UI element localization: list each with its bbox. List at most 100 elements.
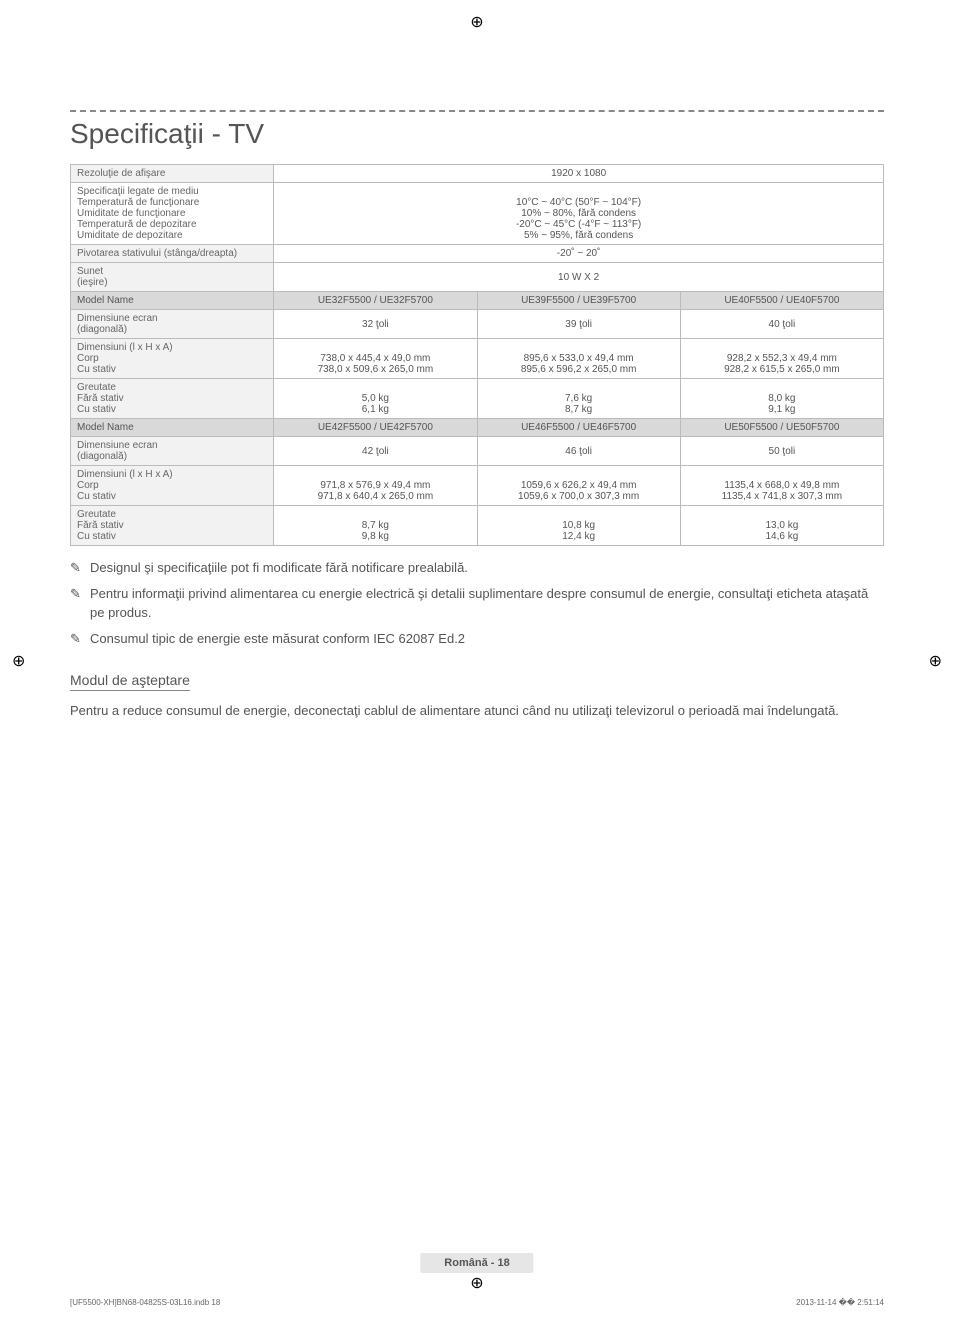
env-op-temp-value: 10°C ~ 40°C (50°F ~ 104°F)	[280, 197, 877, 208]
table-row: Dimensiune ecran (diagonală) 32 ţoli 39 …	[71, 310, 884, 339]
cell-value: -20˚ ~ 20˚	[274, 245, 884, 263]
note-text: Designul şi specificaţiile pot fi modifi…	[90, 558, 884, 578]
cell-value: UE42F5500 / UE42F5700	[274, 419, 477, 437]
page: ⊕ ⊕ ⊕ ⊕ Specificaţii - TV Rezoluţie de a…	[0, 0, 954, 1321]
standby-title: Modul de aşteptare	[70, 672, 190, 691]
note-item: ✎ Designul şi specificaţiile pot fi modi…	[70, 558, 884, 578]
crop-mark-icon: ⊕	[470, 1273, 483, 1293]
cell-value: 928,2 x 552,3 x 49,4 mm 928,2 x 615,5 x …	[680, 339, 883, 379]
screen-label1: Dimensiune ecran	[77, 313, 267, 324]
table-row: Greutate Fără stativ Cu stativ 5,0 kg 6,…	[71, 379, 884, 419]
note-icon: ✎	[70, 584, 90, 623]
page-number-badge: Română - 18	[420, 1253, 533, 1273]
body-label: Corp	[77, 480, 267, 491]
ws-2: 14,6 kg	[687, 531, 877, 542]
cell-value: 1135,4 x 668,0 x 49,8 mm 1135,4 x 741,8 …	[680, 466, 883, 506]
body-1: 1059,6 x 626,2 x 49,4 mm	[484, 480, 674, 491]
wns-0: 8,7 kg	[280, 520, 470, 531]
table-row: Greutate Fără stativ Cu stativ 8,7 kg 9,…	[71, 506, 884, 546]
cell-value: 13,0 kg 14,6 kg	[680, 506, 883, 546]
table-row: Dimensiune ecran (diagonală) 42 ţoli 46 …	[71, 437, 884, 466]
wstand-label: Cu stativ	[77, 531, 267, 542]
note-item: ✎ Pentru informaţii privind alimentarea …	[70, 584, 884, 623]
crop-mark-icon: ⊕	[12, 651, 25, 671]
cell-value: 738,0 x 445,4 x 49,0 mm 738,0 x 509,6 x …	[274, 339, 477, 379]
env-op-humid-label: Umiditate de funcţionare	[77, 208, 267, 219]
table-row: Dimensiuni (l x H x A) Corp Cu stativ 73…	[71, 339, 884, 379]
cell-label: Rezoluţie de afişare	[71, 165, 274, 183]
screen-label2: (diagonală)	[77, 451, 267, 462]
title-separator	[70, 110, 884, 114]
ws-1: 12,4 kg	[484, 531, 674, 542]
table-row: Sunet (ieşire) 10 W X 2	[71, 263, 884, 292]
cell-value: 971,8 x 576,9 x 49,4 mm 971,8 x 640,4 x …	[274, 466, 477, 506]
body-label: Corp	[77, 353, 267, 364]
ws-0: 6,1 kg	[280, 404, 470, 415]
env-op-temp-label: Temperatură de funcţionare	[77, 197, 267, 208]
cell-value: 1920 x 1080	[274, 165, 884, 183]
note-icon: ✎	[70, 558, 90, 578]
cell-value: 42 ţoli	[274, 437, 477, 466]
cell-label: Pivotarea stativului (stânga/dreapta)	[71, 245, 274, 263]
cell-value: 5,0 kg 6,1 kg	[274, 379, 477, 419]
note-icon: ✎	[70, 629, 90, 649]
dim-label: Dimensiuni (l x H x A)	[77, 342, 267, 353]
cell-label: Dimensiuni (l x H x A) Corp Cu stativ	[71, 339, 274, 379]
body-0: 738,0 x 445,4 x 49,0 mm	[280, 353, 470, 364]
cell-value: UE40F5500 / UE40F5700	[680, 292, 883, 310]
cell-value: 10,8 kg 12,4 kg	[477, 506, 680, 546]
stand-0: 971,8 x 640,4 x 265,0 mm	[280, 491, 470, 502]
env-header: Specificaţii legate de mediu	[77, 186, 267, 197]
cell-label: Model Name	[71, 292, 274, 310]
cell-label: Sunet (ieşire)	[71, 263, 274, 292]
wns-2: 13,0 kg	[687, 520, 877, 531]
ws-1: 8,7 kg	[484, 404, 674, 415]
cell-label: Model Name	[71, 419, 274, 437]
cell-value: UE46F5500 / UE46F5700	[477, 419, 680, 437]
nostand-label: Fără stativ	[77, 393, 267, 404]
body-0: 971,8 x 576,9 x 49,4 mm	[280, 480, 470, 491]
screen-label2: (diagonală)	[77, 324, 267, 335]
weight-label: Greutate	[77, 509, 267, 520]
page-title: Specificaţii - TV	[70, 118, 884, 150]
print-info-right: 2013-11-14 �� 2:51:14	[796, 1298, 884, 1307]
cell-label: Dimensiune ecran (diagonală)	[71, 310, 274, 339]
stand-2: 1135,4 x 741,8 x 307,3 mm	[687, 491, 877, 502]
cell-value: UE32F5500 / UE32F5700	[274, 292, 477, 310]
stand-2: 928,2 x 615,5 x 265,0 mm	[687, 364, 877, 375]
cell-value: 8,7 kg 9,8 kg	[274, 506, 477, 546]
cell-value: 895,6 x 533,0 x 49,4 mm 895,6 x 596,2 x …	[477, 339, 680, 379]
cell-value: 39 ţoli	[477, 310, 680, 339]
wstand-label: Cu stativ	[77, 404, 267, 415]
cell-value: 46 ţoli	[477, 437, 680, 466]
env-st-humid-value: 5% ~ 95%, fără condens	[280, 230, 877, 241]
env-op-humid-value: 10% ~ 80%, fără condens	[280, 208, 877, 219]
cell-value: 8,0 kg 9,1 kg	[680, 379, 883, 419]
cell-value: 1059,6 x 626,2 x 49,4 mm 1059,6 x 700,0 …	[477, 466, 680, 506]
stand-label: Cu stativ	[77, 491, 267, 502]
env-st-temp-label: Temperatură de depozitare	[77, 219, 267, 230]
table-row: Dimensiuni (l x H x A) Corp Cu stativ 97…	[71, 466, 884, 506]
dim-label: Dimensiuni (l x H x A)	[77, 469, 267, 480]
stand-1: 895,6 x 596,2 x 265,0 mm	[484, 364, 674, 375]
sound-label2: (ieşire)	[77, 277, 267, 288]
cell-label: Specificaţii legate de mediu Temperatură…	[71, 183, 274, 245]
print-info-left: [UF5500-XH]BN68-04825S-03L16.indb 18	[70, 1298, 220, 1307]
cell-value: 10°C ~ 40°C (50°F ~ 104°F) 10% ~ 80%, fă…	[274, 183, 884, 245]
sound-label1: Sunet	[77, 266, 267, 277]
stand-0: 738,0 x 509,6 x 265,0 mm	[280, 364, 470, 375]
wns-1: 7,6 kg	[484, 393, 674, 404]
weight-label: Greutate	[77, 382, 267, 393]
cell-label: Dimensiune ecran (diagonală)	[71, 437, 274, 466]
wns-0: 5,0 kg	[280, 393, 470, 404]
screen-label1: Dimensiune ecran	[77, 440, 267, 451]
crop-mark-icon: ⊕	[470, 12, 483, 32]
table-row: Pivotarea stativului (stânga/dreapta) -2…	[71, 245, 884, 263]
body-1: 895,6 x 533,0 x 49,4 mm	[484, 353, 674, 364]
nostand-label: Fără stativ	[77, 520, 267, 531]
env-st-temp-value: -20°C ~ 45°C (-4°F ~ 113°F)	[280, 219, 877, 230]
body-2: 1135,4 x 668,0 x 49,8 mm	[687, 480, 877, 491]
cell-value: 10 W X 2	[274, 263, 884, 292]
body-2: 928,2 x 552,3 x 49,4 mm	[687, 353, 877, 364]
table-header-row: Model Name UE32F5500 / UE32F5700 UE39F55…	[71, 292, 884, 310]
